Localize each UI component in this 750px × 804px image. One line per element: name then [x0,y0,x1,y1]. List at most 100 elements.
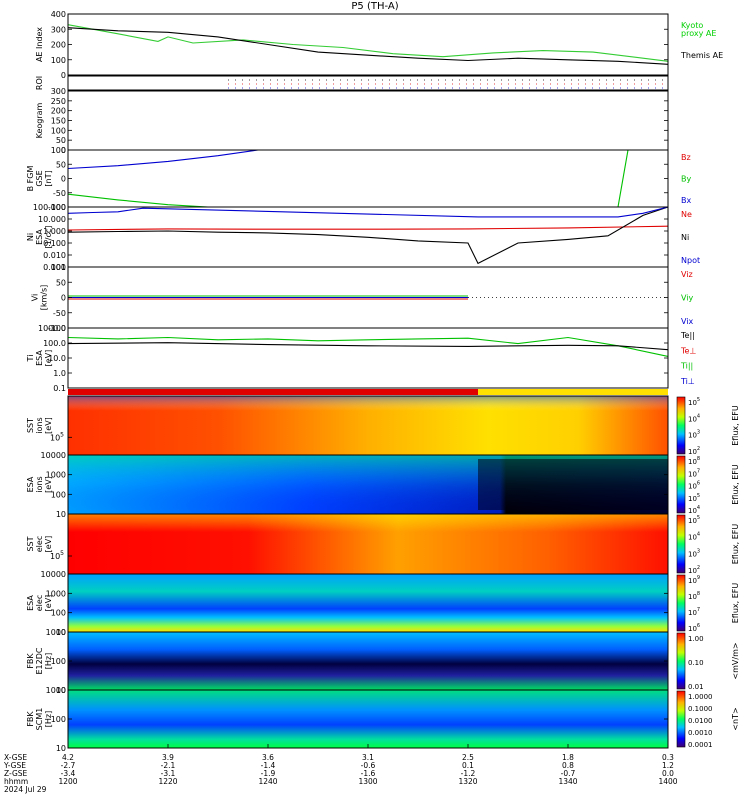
xaxis-value: -1.2 [461,769,476,778]
fbk_e-cbar-label: 1.00 [688,635,704,643]
esa_ion-colorbar-label: Eflux, EFU [731,464,740,505]
sst_ion-spectrogram-overlay [68,396,668,455]
xaxis-value: -3.4 [61,769,76,778]
fbk_e-ylabel-0: FBK [26,653,35,669]
esa_ion-cbar-label: 106 [688,481,700,491]
sst_ion-ytick-label: 105 [50,431,64,442]
sst_ion-cbar-label: 105 [688,397,700,407]
ni-ytick-label: 0.100 [43,239,66,248]
xaxis-row-label-1: Y-GSE [3,761,26,770]
esa_elec-cbar-label: 107 [688,607,700,617]
fbk_b-ylabel-2: [Hz] [44,711,53,727]
ti-ylabel-0: Ti [26,355,35,363]
esa_elec-spectrogram [68,574,668,632]
vi-ytick-label: 50 [56,278,66,287]
bfgm-ylabel-1: GSE [35,170,44,186]
esa_elec-cbar-label: 109 [688,575,700,585]
ti-legend-3: Ti⊥ [680,377,695,386]
vi-legend-0: Viz [681,270,693,279]
esa-ion-sparse-region [478,459,668,510]
esa_ion-cbar-label: 107 [688,468,700,478]
esa_ion-ytick-label: 10 [56,510,66,519]
bfgm-series-by [67,193,209,208]
xaxis-value: 1200 [58,777,77,786]
ti-ylabel-2: [eV] [44,350,53,367]
bfgm-ytick-label: -50 [53,189,66,198]
xaxis-value: 0.3 [662,753,674,762]
xaxis-value: 0.1 [462,761,474,770]
esa_elec-ytick-label: 100 [51,609,66,618]
ni-ylabel-2: [1/cc] [44,226,53,249]
fbk_e-spectrogram [68,632,668,690]
xaxis-row-label-0: X-GSE [4,753,27,762]
ti-ytick-label: 1000.0 [38,324,66,333]
xaxis-row-label-2: Z-GSE [4,769,28,778]
bfgm-ytick-label: 0 [61,175,66,184]
ti-ytick-label: 1.0 [53,369,66,378]
keogram-ytick-label: 250 [51,97,66,106]
sst_elec-ytick-label: 105 [50,550,64,561]
keogram-frame [67,90,669,151]
ae-ytick-label: 200 [51,41,66,50]
esa_elec-cbar-label: 106 [688,623,700,633]
esa_ion-cbar-label: 104 [688,505,700,515]
roi-frame [67,75,669,91]
vi-ylabel-1: [km/s] [40,285,49,311]
keogram-ytick-label: 300 [51,87,66,96]
ni-ytick-label: 10.000 [38,215,66,224]
esa_elec-ytick-label: 1000 [46,589,66,598]
esa_elec-ylabel-2: [eV] [44,595,53,612]
ae-frame [67,13,669,76]
esa_elec-ytick-label: 10000 [41,570,66,579]
ni-ytick-label: 0.010 [43,251,66,260]
fbk_b-spectrogram [68,690,668,748]
ni-series-npot [67,206,669,218]
sst_elec-cbar-label: 104 [688,532,700,542]
sst_elec-ylabel-1: elec [35,536,44,552]
fbk_e-ytick-label: 1000 [46,628,66,637]
fbk_b-colorbar [676,690,686,748]
xaxis-value: 4.2 [62,753,74,762]
keogram-ytick-label: 200 [51,107,66,116]
ti-ylabel-1: ESA [35,350,44,366]
bfgm-ytick-label: -100 [48,203,66,212]
fbk_b-ylabel-0: FBK [26,711,35,727]
ti-ytick-label: 10.0 [48,354,66,363]
fbk_e-ytick-label: 100 [51,657,66,666]
fbk_b-ytick-label: 10 [56,744,66,753]
sst_ion-colorbar-label: Eflux, EFU [731,405,740,446]
ni-ytick-label: 0.001 [43,263,66,272]
fbk_b-ytick-label: 100 [51,715,66,724]
xaxis-value: -2.7 [61,761,76,770]
xaxis-value: -0.6 [361,761,376,770]
vi-legend-2: Vix [681,317,694,326]
plot-title: P5 (TH-A) [351,1,398,12]
ae-legend-0: Kyoto [681,21,703,30]
esa_ion-ytick-label: 10000 [41,451,66,460]
ti-ytick-label: 100.0 [43,339,66,348]
sst_ion-cbar-label: 102 [688,446,700,456]
bfgm-series-bx [67,149,259,170]
bfgm-legend-2: Bx [681,196,691,205]
bfgm-legend-0: Bz [681,153,691,162]
esa_ion-cbar-label: 108 [688,456,700,466]
esa_elec-colorbar-label: Eflux, EFU [731,583,740,624]
ae-ytick-label: 0 [61,71,66,80]
sst_ion-cbar-label: 103 [688,430,700,440]
esa_ion-ylabel-1: ions [35,476,44,492]
mode-bar-fast [478,389,668,395]
fbk_b-cbar-label: 0.0001 [688,741,713,749]
xaxis-value: 3.1 [362,753,374,762]
fbk_b-ytick-label: 1000 [46,686,66,695]
fbk_e-colorbar [676,632,686,690]
ae-legend-1: proxy AE [681,29,716,38]
fbk_b-colorbar-label: <nT> [731,707,740,730]
keogram-ytick-label: 0 [61,146,66,155]
xaxis-value: 0.8 [562,761,574,770]
bfgm-ytick-label: 100 [51,146,66,155]
ni-ytick-label: 100.000 [33,203,66,212]
sst_ion-colorbar [676,396,686,455]
sst_ion-ylabel-1: ions [35,417,44,433]
xaxis-value: 3.9 [162,753,174,762]
ae-ytick-label: 300 [51,25,66,34]
